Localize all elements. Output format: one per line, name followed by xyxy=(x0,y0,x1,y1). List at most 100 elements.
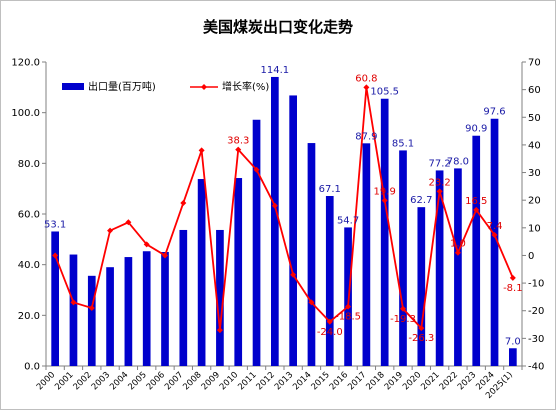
x-tick-label: 2018 xyxy=(364,370,386,392)
bar-2001 xyxy=(69,254,78,366)
x-tick-label: 2023 xyxy=(456,370,478,392)
growth-value-label: 7.4 xyxy=(487,221,503,232)
x-tick-label: 2015 xyxy=(310,370,332,392)
x-tick-label: 2013 xyxy=(273,370,295,392)
x-tick-label: 2005 xyxy=(126,370,148,392)
x-tick-label: 2001 xyxy=(53,370,75,392)
bar-value-label: 114.1 xyxy=(261,65,290,76)
bar-2013 xyxy=(289,95,297,366)
bar-value-label: 90.9 xyxy=(465,124,487,135)
growth-point-2023 xyxy=(473,206,480,213)
legend-bar-swatch xyxy=(62,83,84,90)
growth-value-label: 16.5 xyxy=(465,196,487,207)
bar-2018 xyxy=(380,98,389,366)
bar-value-label: 62.7 xyxy=(410,195,432,206)
x-tick-label: 2010 xyxy=(218,370,240,392)
legend: 出口量(百万吨) 增长率(%) xyxy=(62,80,269,93)
growth-value-label: 60.8 xyxy=(355,73,377,84)
growth-point-2000 xyxy=(52,252,59,259)
x-tick-label: 2012 xyxy=(255,370,277,392)
y-right-tick-label: -30 xyxy=(528,334,544,345)
data-labels-layer: 53.1 114.1 67.1 54.7 87.9 105.5 85.1 62.7 77.278… xyxy=(44,65,523,347)
growth-point-2012 xyxy=(271,202,278,209)
growth-value-label: -19.3 xyxy=(390,314,416,325)
bars-layer xyxy=(51,76,517,367)
y-right-tick-label: 30 xyxy=(528,168,541,179)
growth-point-2011 xyxy=(253,166,260,173)
x-tick-label: 2011 xyxy=(236,370,258,392)
bar-2014 xyxy=(307,143,316,366)
bar-2019 xyxy=(399,150,407,366)
line-layer xyxy=(52,84,516,334)
legend-bar-label: 出口量(百万吨) xyxy=(88,80,156,93)
y-left-tick-label: 60.0 xyxy=(18,210,40,221)
bar-2004 xyxy=(124,257,133,366)
y-left-tick-label: 80.0 xyxy=(18,159,40,170)
bar-value-label: 54.7 xyxy=(337,215,359,226)
x-tick-label: 2014 xyxy=(291,370,313,392)
x-tick-label: 2007 xyxy=(163,370,185,392)
x-tick-label: 2004 xyxy=(108,370,130,392)
bar-value-label: 97.6 xyxy=(483,107,505,118)
growth-point-2013 xyxy=(290,271,297,278)
bar-2022 xyxy=(454,168,462,366)
y-right-tick-label: 40 xyxy=(528,140,541,151)
bar-2005 xyxy=(142,251,151,366)
y-left-tick-label: 100.0 xyxy=(11,108,40,119)
growth-point-2020 xyxy=(418,325,425,332)
bar-2003 xyxy=(106,267,114,366)
x-tick-label: 2008 xyxy=(181,370,203,392)
growth-point-2007 xyxy=(180,199,187,206)
growth-point-2017 xyxy=(363,84,370,91)
x-tick-label: 2020 xyxy=(401,370,423,392)
growth-point-2001 xyxy=(70,299,77,306)
growth-value-label: 38.3 xyxy=(227,136,249,147)
x-tick-label: 2019 xyxy=(383,370,405,392)
y-right-tick-label: -20 xyxy=(528,306,544,317)
growth-point-2025(1) xyxy=(509,274,516,281)
bar-value-label: 53.1 xyxy=(44,219,66,230)
growth-point-2010 xyxy=(235,146,242,153)
growth-point-2024 xyxy=(491,232,498,239)
bar-2023 xyxy=(472,135,481,366)
bar-2000 xyxy=(51,231,59,366)
growth-point-2003 xyxy=(107,227,114,234)
bar-2007 xyxy=(179,229,188,366)
growth-point-2016 xyxy=(345,303,352,310)
growth-point-2005 xyxy=(143,241,150,248)
bar-2025(1) xyxy=(509,348,517,366)
bar-2020 xyxy=(417,207,426,366)
growth-point-2006 xyxy=(162,252,168,259)
growth-value-label: -26.3 xyxy=(408,333,434,344)
bar-value-label: 87.9 xyxy=(355,131,377,142)
y-left-tick-label: 40.0 xyxy=(18,260,40,271)
bar-value-label: 78.0 xyxy=(447,156,469,167)
bar-2011 xyxy=(252,119,261,366)
bar-2012 xyxy=(271,76,279,367)
legend-line-label: 增长率(%) xyxy=(222,80,269,93)
x-tick-label: 2002 xyxy=(72,370,94,392)
x-tick-label: 2000 xyxy=(35,370,57,392)
growth-value-label: -18.5 xyxy=(335,312,361,323)
bar-2024 xyxy=(490,118,499,366)
x-tick-label: 2022 xyxy=(438,370,460,392)
y-right-tick-label: 70 xyxy=(528,58,541,69)
growth-value-label: -24.0 xyxy=(317,327,343,338)
bar-value-label: 67.1 xyxy=(319,184,341,195)
bar-2008 xyxy=(197,179,206,366)
growth-point-2018 xyxy=(381,197,388,204)
y-right-tick-label: -10 xyxy=(528,279,544,290)
growth-rate-line xyxy=(54,87,514,331)
growth-point-2008 xyxy=(198,147,205,154)
growth-value-label: -8.1 xyxy=(503,283,523,294)
x-tick-label: 2003 xyxy=(90,370,112,392)
growth-point-2015 xyxy=(326,318,333,325)
growth-point-2021 xyxy=(436,188,443,195)
growth-value-label: 23.2 xyxy=(428,177,450,188)
x-tick-label: 2021 xyxy=(419,370,441,392)
y-left-tick-label: 0.0 xyxy=(24,362,40,373)
bar-value-label: 77.2 xyxy=(428,158,450,169)
y-right-tick-label: -40 xyxy=(528,362,544,373)
x-tick-label: 2017 xyxy=(346,370,368,392)
y-right-tick-label: 0 xyxy=(528,251,534,262)
